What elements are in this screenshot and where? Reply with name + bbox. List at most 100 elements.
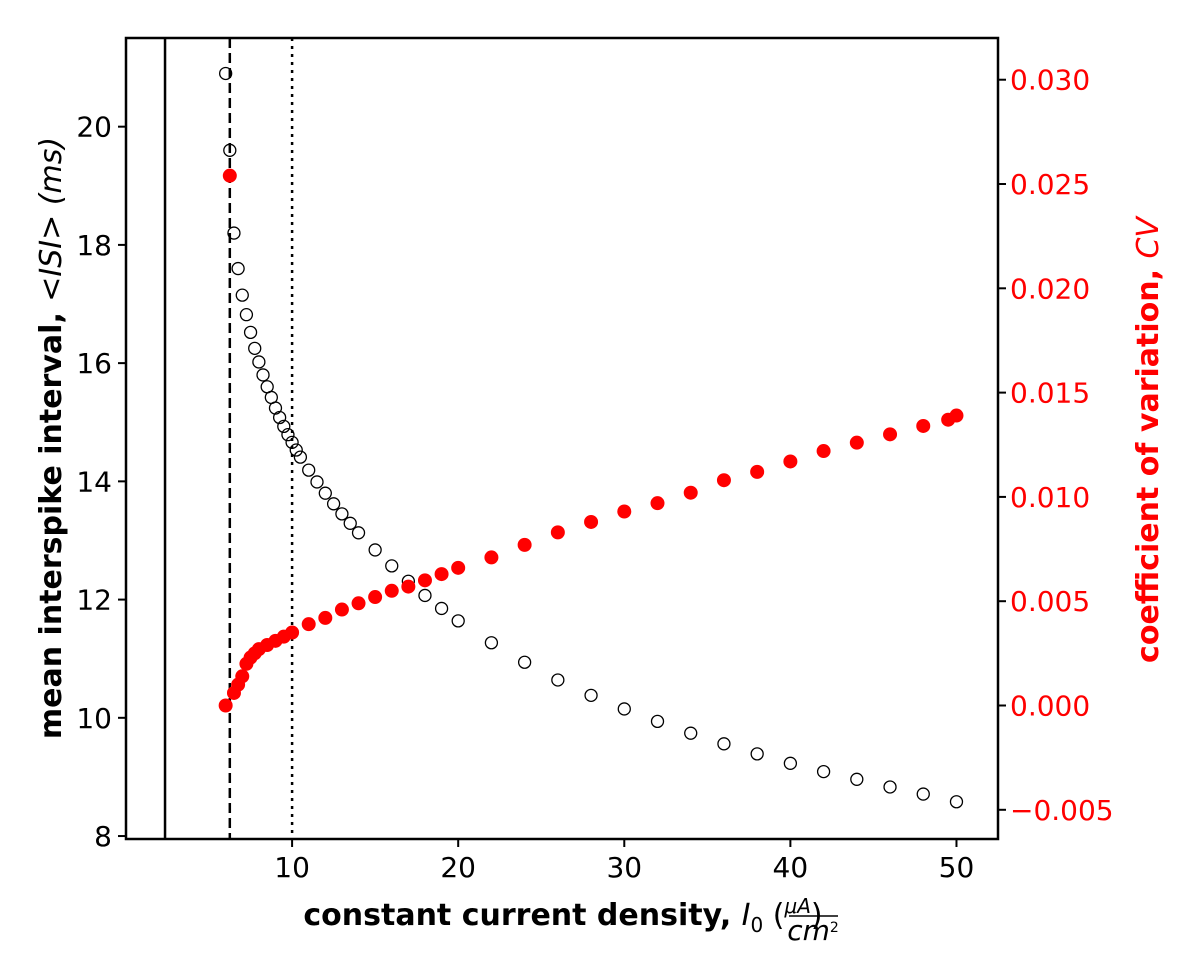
isi-point: [850, 772, 864, 786]
x-axis-ticks: 10 20 30 40 50: [274, 839, 974, 884]
isi-point: [243, 325, 258, 340]
isi-point: [318, 486, 332, 500]
isi-point: [239, 308, 254, 322]
x-tick-label: 40: [773, 851, 809, 884]
y2-tick-label: 0.025: [1010, 168, 1090, 201]
cv-point: [285, 625, 300, 640]
unit-denominator: cm2: [787, 914, 839, 947]
y2-axis-title: coefficient of variation, CV: [1131, 215, 1166, 663]
isi-point: [418, 588, 432, 603]
isi-point: [451, 614, 465, 628]
isi-point: [235, 288, 249, 302]
isi-point: [248, 341, 262, 356]
y2-tick-label: 0.010: [1010, 481, 1090, 514]
axes-box: [124, 36, 1000, 841]
isi-point: [517, 655, 532, 669]
isi-point: [302, 463, 316, 477]
cv-point: [301, 617, 316, 632]
y2-axis-ticks: −0.005 0.000 0.005 0.010 0.015 0.020 0.025 0.03…: [998, 64, 1114, 827]
cv-point: [235, 669, 250, 684]
isi-point: [650, 714, 665, 729]
y2-tick-label: 0.030: [1010, 64, 1090, 97]
y2-tick-label: −0.005: [1010, 794, 1114, 827]
isi-point: [783, 756, 798, 770]
y-axis-ticks: 8 10 12 14 16 18 20: [76, 111, 126, 853]
cv-point: [584, 514, 599, 529]
x-axis-unit-fraction: cm2: [787, 914, 839, 947]
y-tick-label: 10: [76, 702, 112, 735]
isi-point: [916, 787, 930, 801]
isi-point: [949, 795, 964, 809]
isi-point: [816, 764, 831, 779]
reference-lines: [163, 38, 294, 839]
isi-point: [584, 688, 598, 703]
isi-point: [684, 726, 698, 740]
cv-point: [916, 418, 931, 433]
cv-point: [550, 525, 565, 540]
isi-point: [310, 475, 324, 489]
cv-point: [517, 537, 532, 552]
isi-point: [293, 450, 308, 464]
cv-point: [451, 560, 466, 575]
cv-point: [683, 485, 698, 500]
isi-point: [277, 419, 291, 434]
isi-point: [223, 143, 237, 157]
isi-point: [343, 516, 357, 530]
x-axis-title: constant current density, I0 (μA): [303, 894, 822, 937]
cv-point: [434, 567, 449, 582]
isi-point: [434, 601, 449, 616]
cv-point: [368, 590, 383, 605]
isi-point: [385, 559, 399, 573]
x-tick-label: 20: [440, 851, 476, 884]
y-tick-label: 8: [94, 820, 112, 853]
cv-point: [849, 435, 864, 450]
y-tick-label: 16: [76, 347, 112, 380]
cv-point: [222, 168, 237, 183]
isi-point: [551, 673, 565, 687]
isi-point: [227, 226, 241, 240]
isi-point: [883, 780, 897, 794]
isi-point: [219, 66, 233, 81]
x-tick-label: 10: [274, 851, 310, 884]
isi-point: [368, 543, 382, 557]
y-tick-label: 12: [76, 584, 112, 617]
cv-point: [334, 602, 349, 617]
cv-point: [783, 454, 798, 469]
cv-point: [816, 444, 831, 459]
cv-point: [384, 583, 399, 598]
isi-point: [351, 526, 366, 540]
cv-point: [318, 610, 333, 625]
isi-point: [272, 410, 287, 425]
y2-tick-label: 0.000: [1010, 690, 1090, 723]
cv-point: [883, 427, 898, 442]
isi-point: [484, 636, 499, 650]
isi-series: [219, 66, 964, 809]
cv-point: [417, 573, 432, 588]
cv-point: [949, 408, 964, 423]
cv-series: [218, 168, 964, 713]
isi-point: [268, 401, 283, 415]
y-tick-label: 20: [76, 111, 112, 144]
y2-tick-label: 0.015: [1010, 377, 1090, 410]
isi-point: [281, 428, 295, 442]
isi-point: [750, 747, 764, 761]
isi-point: [335, 507, 349, 521]
x-tick-label: 30: [606, 851, 642, 884]
y2-tick-label: 0.020: [1010, 272, 1090, 305]
y2-tick-label: 0.005: [1010, 585, 1090, 618]
cv-point: [617, 504, 632, 519]
isi-point: [617, 702, 631, 716]
y-axis-title: mean interspike interval, <ISI> (ms): [34, 137, 69, 739]
cv-point: [750, 464, 765, 479]
isi-point: [256, 368, 270, 382]
cv-point: [401, 579, 416, 594]
plot-frame: [124, 36, 1000, 841]
isi-point: [252, 355, 266, 369]
isi-point: [285, 435, 299, 449]
y-tick-label: 18: [76, 229, 112, 262]
cv-point: [650, 496, 665, 511]
x-tick-label: 50: [939, 851, 975, 884]
cv-point: [218, 698, 233, 713]
isi-point: [717, 737, 731, 751]
